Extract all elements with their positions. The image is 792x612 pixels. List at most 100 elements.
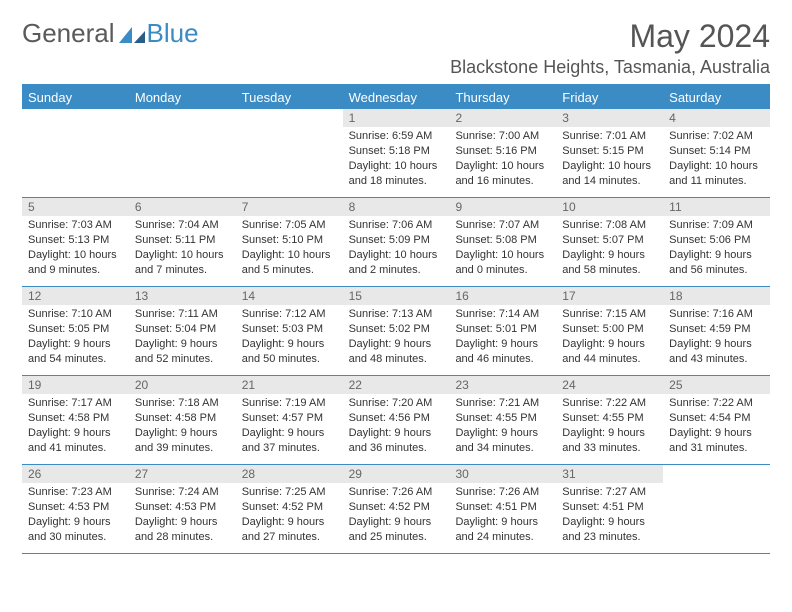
day-body: Sunrise: 7:26 AMSunset: 4:51 PMDaylight:… — [449, 483, 556, 550]
day-number: 11 — [663, 198, 770, 216]
day-cell: 14Sunrise: 7:12 AMSunset: 5:03 PMDayligh… — [236, 287, 343, 375]
day-number: 16 — [449, 287, 556, 305]
day-number: 27 — [129, 465, 236, 483]
day-body: Sunrise: 7:13 AMSunset: 5:02 PMDaylight:… — [343, 305, 450, 372]
sunset-text: Sunset: 5:06 PM — [669, 233, 764, 248]
sunrise-text: Sunrise: 7:00 AM — [455, 129, 550, 144]
sunrise-text: Sunrise: 7:06 AM — [349, 218, 444, 233]
sunset-text: Sunset: 5:04 PM — [135, 322, 230, 337]
day-cell: 25Sunrise: 7:22 AMSunset: 4:54 PMDayligh… — [663, 376, 770, 464]
day-body: Sunrise: 7:02 AMSunset: 5:14 PMDaylight:… — [663, 127, 770, 194]
week-row: ...1Sunrise: 6:59 AMSunset: 5:18 PMDayli… — [22, 109, 770, 198]
day-number: 26 — [22, 465, 129, 483]
sunset-text: Sunset: 5:09 PM — [349, 233, 444, 248]
sunrise-text: Sunrise: 7:20 AM — [349, 396, 444, 411]
day-number: 9 — [449, 198, 556, 216]
sunrise-text: Sunrise: 6:59 AM — [349, 129, 444, 144]
day-number: 23 — [449, 376, 556, 394]
day-cell: 7Sunrise: 7:05 AMSunset: 5:10 PMDaylight… — [236, 198, 343, 286]
sunrise-text: Sunrise: 7:07 AM — [455, 218, 550, 233]
day-body: Sunrise: 7:07 AMSunset: 5:08 PMDaylight:… — [449, 216, 556, 283]
daylight-text: Daylight: 9 hours and 37 minutes. — [242, 426, 337, 456]
logo: General Blue — [22, 18, 199, 49]
day-cell: 22Sunrise: 7:20 AMSunset: 4:56 PMDayligh… — [343, 376, 450, 464]
day-cell: 9Sunrise: 7:07 AMSunset: 5:08 PMDaylight… — [449, 198, 556, 286]
day-cell: 13Sunrise: 7:11 AMSunset: 5:04 PMDayligh… — [129, 287, 236, 375]
day-number: 13 — [129, 287, 236, 305]
sunset-text: Sunset: 5:02 PM — [349, 322, 444, 337]
day-cell: 20Sunrise: 7:18 AMSunset: 4:58 PMDayligh… — [129, 376, 236, 464]
day-body: Sunrise: 7:20 AMSunset: 4:56 PMDaylight:… — [343, 394, 450, 461]
sunrise-text: Sunrise: 7:09 AM — [669, 218, 764, 233]
day-cell: 12Sunrise: 7:10 AMSunset: 5:05 PMDayligh… — [22, 287, 129, 375]
sunrise-text: Sunrise: 7:03 AM — [28, 218, 123, 233]
sunset-text: Sunset: 5:10 PM — [242, 233, 337, 248]
sunset-text: Sunset: 5:07 PM — [562, 233, 657, 248]
day-number: 30 — [449, 465, 556, 483]
day-body: Sunrise: 7:23 AMSunset: 4:53 PMDaylight:… — [22, 483, 129, 550]
day-number: 15 — [343, 287, 450, 305]
day-number: 3 — [556, 109, 663, 127]
day-body: Sunrise: 7:22 AMSunset: 4:54 PMDaylight:… — [663, 394, 770, 461]
daylight-text: Daylight: 10 hours and 7 minutes. — [135, 248, 230, 278]
day-number: 24 — [556, 376, 663, 394]
day-number: 12 — [22, 287, 129, 305]
day-cell: . — [22, 109, 129, 197]
sunrise-text: Sunrise: 7:08 AM — [562, 218, 657, 233]
day-body: Sunrise: 7:26 AMSunset: 4:52 PMDaylight:… — [343, 483, 450, 550]
day-number: 10 — [556, 198, 663, 216]
day-cell: 2Sunrise: 7:00 AMSunset: 5:16 PMDaylight… — [449, 109, 556, 197]
sunrise-text: Sunrise: 7:10 AM — [28, 307, 123, 322]
day-body: Sunrise: 7:19 AMSunset: 4:57 PMDaylight:… — [236, 394, 343, 461]
day-cell: 27Sunrise: 7:24 AMSunset: 4:53 PMDayligh… — [129, 465, 236, 553]
sunset-text: Sunset: 4:57 PM — [242, 411, 337, 426]
day-header: Saturday — [663, 86, 770, 109]
sunset-text: Sunset: 5:11 PM — [135, 233, 230, 248]
sunrise-text: Sunrise: 7:01 AM — [562, 129, 657, 144]
sunset-text: Sunset: 4:52 PM — [349, 500, 444, 515]
location: Blackstone Heights, Tasmania, Australia — [450, 57, 770, 78]
header: General Blue May 2024 Blackstone Heights… — [22, 18, 770, 78]
day-number: 2 — [449, 109, 556, 127]
daylight-text: Daylight: 9 hours and 28 minutes. — [135, 515, 230, 545]
sunset-text: Sunset: 5:03 PM — [242, 322, 337, 337]
day-number: 21 — [236, 376, 343, 394]
daylight-text: Daylight: 10 hours and 18 minutes. — [349, 159, 444, 189]
sunrise-text: Sunrise: 7:14 AM — [455, 307, 550, 322]
daylight-text: Daylight: 9 hours and 27 minutes. — [242, 515, 337, 545]
sunset-text: Sunset: 5:14 PM — [669, 144, 764, 159]
day-number: 17 — [556, 287, 663, 305]
daylight-text: Daylight: 10 hours and 9 minutes. — [28, 248, 123, 278]
day-body: Sunrise: 7:21 AMSunset: 4:55 PMDaylight:… — [449, 394, 556, 461]
day-body: Sunrise: 7:08 AMSunset: 5:07 PMDaylight:… — [556, 216, 663, 283]
day-number: 22 — [343, 376, 450, 394]
day-cell: 18Sunrise: 7:16 AMSunset: 4:59 PMDayligh… — [663, 287, 770, 375]
sunrise-text: Sunrise: 7:02 AM — [669, 129, 764, 144]
sunrise-text: Sunrise: 7:22 AM — [669, 396, 764, 411]
sunset-text: Sunset: 5:15 PM — [562, 144, 657, 159]
day-cell: 24Sunrise: 7:22 AMSunset: 4:55 PMDayligh… — [556, 376, 663, 464]
day-header: Monday — [129, 86, 236, 109]
day-header: Friday — [556, 86, 663, 109]
day-number: 14 — [236, 287, 343, 305]
daylight-text: Daylight: 9 hours and 50 minutes. — [242, 337, 337, 367]
title-block: May 2024 Blackstone Heights, Tasmania, A… — [450, 18, 770, 78]
day-cell: 16Sunrise: 7:14 AMSunset: 5:01 PMDayligh… — [449, 287, 556, 375]
calendar: Sunday Monday Tuesday Wednesday Thursday… — [22, 84, 770, 554]
sunrise-text: Sunrise: 7:15 AM — [562, 307, 657, 322]
day-cell: 11Sunrise: 7:09 AMSunset: 5:06 PMDayligh… — [663, 198, 770, 286]
daylight-text: Daylight: 10 hours and 14 minutes. — [562, 159, 657, 189]
day-body: Sunrise: 7:00 AMSunset: 5:16 PMDaylight:… — [449, 127, 556, 194]
sunset-text: Sunset: 4:54 PM — [669, 411, 764, 426]
day-header-row: Sunday Monday Tuesday Wednesday Thursday… — [22, 86, 770, 109]
daylight-text: Daylight: 9 hours and 36 minutes. — [349, 426, 444, 456]
sunrise-text: Sunrise: 7:26 AM — [455, 485, 550, 500]
sunset-text: Sunset: 4:55 PM — [562, 411, 657, 426]
day-number: 6 — [129, 198, 236, 216]
day-number: 29 — [343, 465, 450, 483]
sunset-text: Sunset: 4:56 PM — [349, 411, 444, 426]
daylight-text: Daylight: 9 hours and 46 minutes. — [455, 337, 550, 367]
sunrise-text: Sunrise: 7:27 AM — [562, 485, 657, 500]
sunset-text: Sunset: 4:51 PM — [455, 500, 550, 515]
sunset-text: Sunset: 5:08 PM — [455, 233, 550, 248]
